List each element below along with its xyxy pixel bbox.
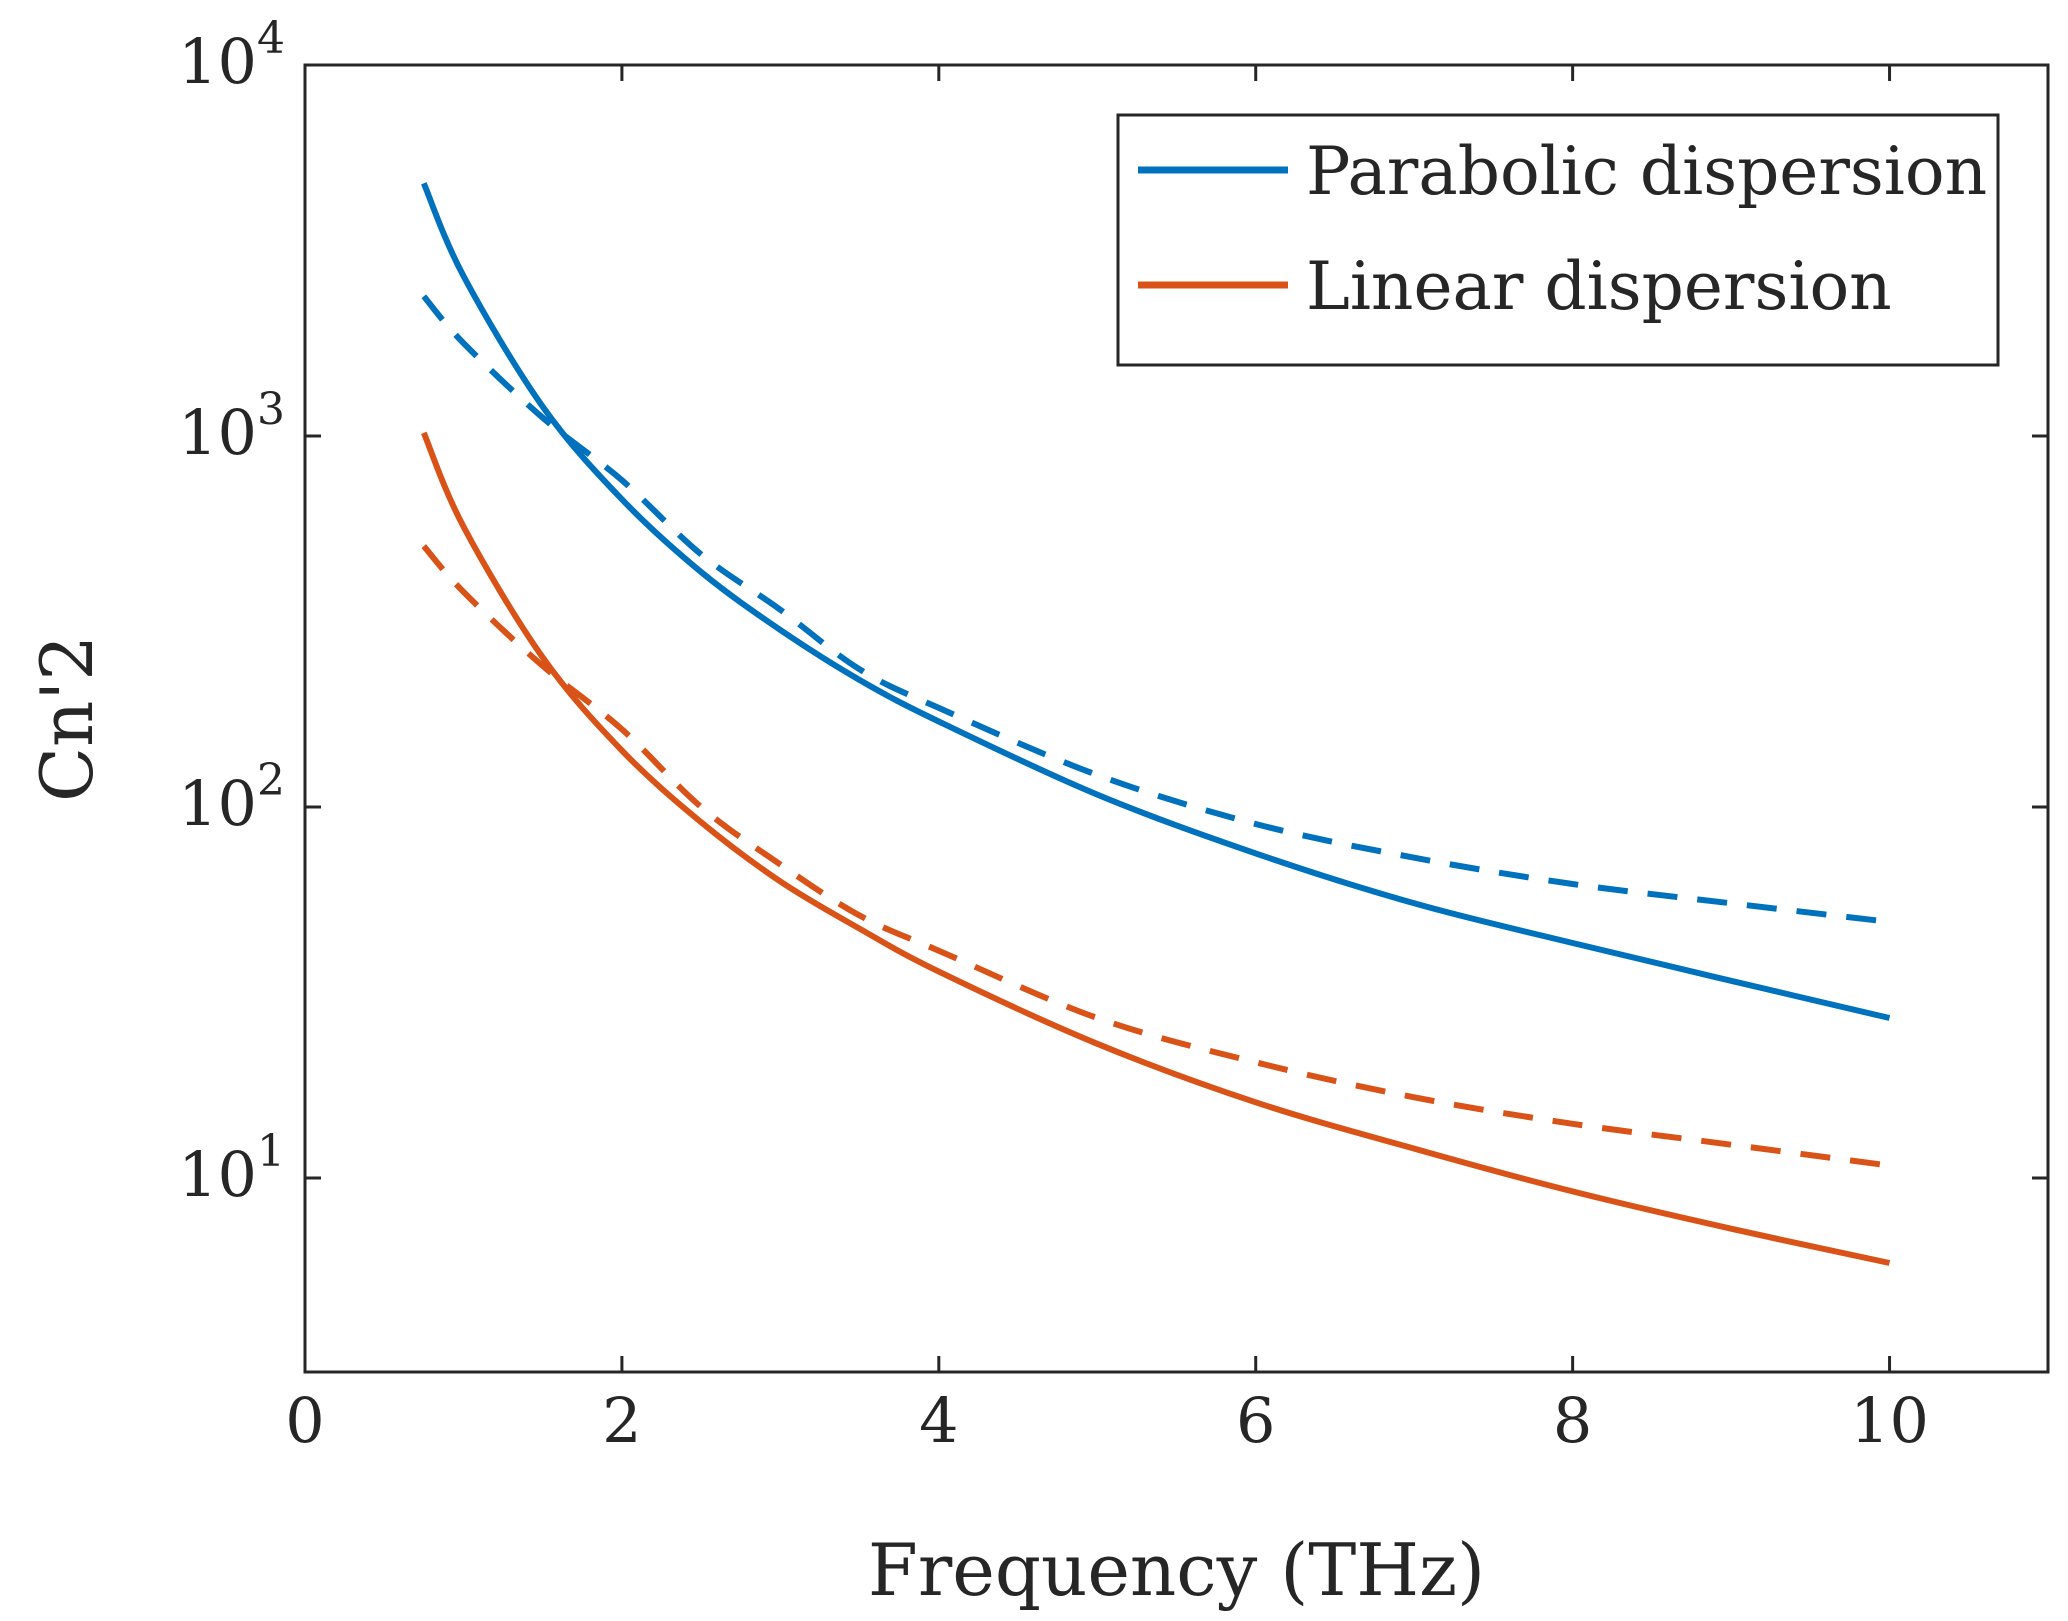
- x-tick-label: 2: [602, 1384, 641, 1457]
- series-layer: [421, 182, 1891, 1266]
- legend-label: Linear dispersion: [1306, 248, 1892, 325]
- legend-label: Parabolic dispersion: [1306, 133, 1987, 210]
- y-tick-label-exponent: 1: [257, 1126, 285, 1177]
- y-axis-label: Cn'2: [25, 635, 109, 802]
- y-tick-label: 101: [178, 1126, 285, 1211]
- y-tick-label-exponent: 3: [257, 384, 285, 435]
- legend: Parabolic dispersion Linear dispersion: [1116, 113, 2000, 367]
- y-tick-label: 104: [178, 13, 285, 98]
- x-axis-label: Frequency (THz): [868, 1528, 1485, 1612]
- y-tick-label-exponent: 4: [257, 13, 285, 64]
- x-tick-label: 8: [1553, 1384, 1592, 1457]
- y-tick-label-base: 10: [178, 396, 257, 469]
- plot-frame: [303, 63, 2050, 1374]
- y-tick-label-base: 10: [178, 767, 257, 840]
- parabolic-dispersion-dashed-line: [421, 294, 1890, 925]
- y-tick-label: 102: [178, 755, 285, 840]
- parabolic-dispersion-line: [421, 182, 1891, 1021]
- x-tick-label: 0: [285, 1384, 324, 1457]
- x-axis-ticks: 0 2 4 6 8 10: [285, 65, 1929, 1457]
- y-tick-label-base: 10: [178, 1138, 257, 1211]
- linear-dispersion-dashed-line: [421, 544, 1890, 1169]
- x-tick-label: 10: [1850, 1384, 1929, 1457]
- x-tick-label: 4: [919, 1384, 958, 1457]
- legend-box: [1116, 113, 2000, 367]
- x-tick-label: 6: [1236, 1384, 1275, 1457]
- y-tick-label: 103: [178, 384, 285, 469]
- y-tick-label-base: 10: [178, 25, 257, 98]
- y-tick-label-exponent: 2: [257, 755, 285, 806]
